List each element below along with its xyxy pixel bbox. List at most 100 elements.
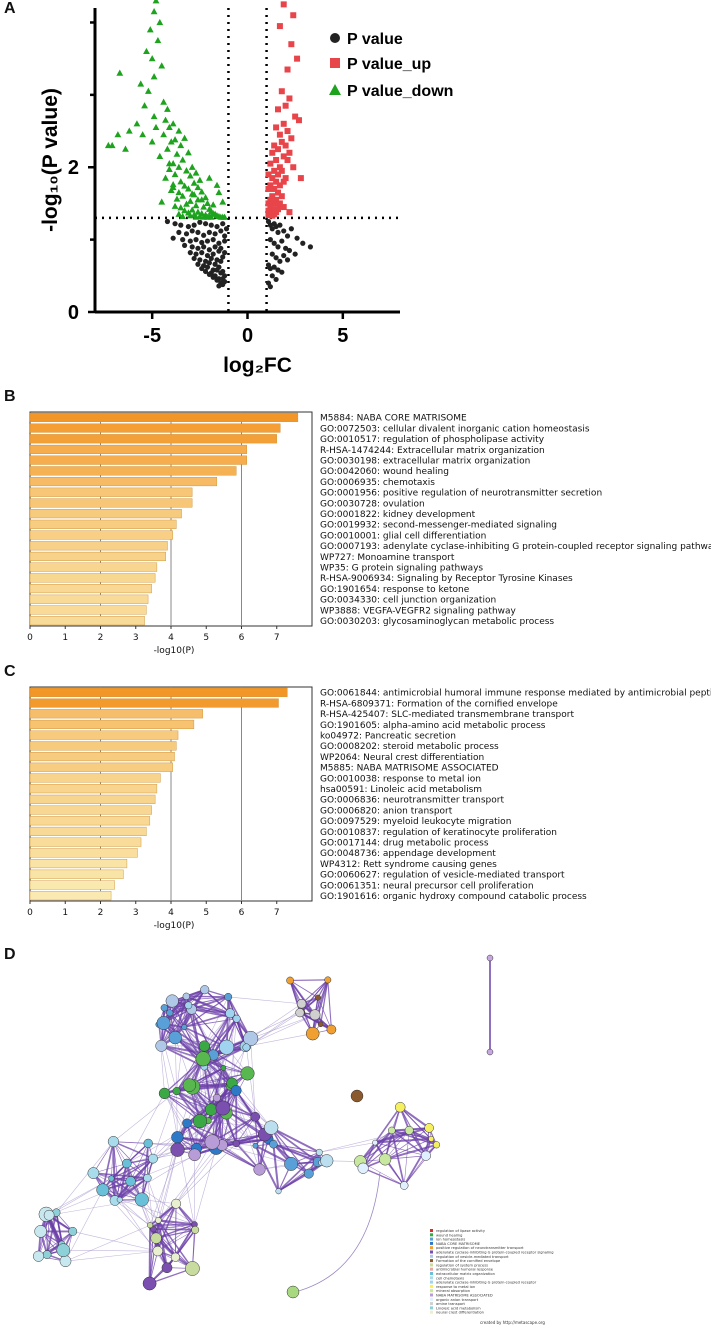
bar <box>29 455 247 465</box>
point-down <box>164 105 171 112</box>
x-tick-label: -5 <box>143 325 161 347</box>
point-ns <box>214 277 220 283</box>
point-ns <box>191 222 197 228</box>
network-edge <box>147 1177 154 1230</box>
network-node <box>315 994 321 1001</box>
network-node <box>204 1103 218 1116</box>
point-ns <box>210 274 216 280</box>
point-ns <box>222 238 228 244</box>
network-node <box>200 985 210 995</box>
point-up <box>284 66 291 73</box>
network-node <box>309 1009 321 1021</box>
bar <box>29 519 177 529</box>
legend-label: regulation of lipase activity <box>436 1229 486 1233</box>
point-ns <box>277 222 283 228</box>
network-node <box>486 1048 494 1056</box>
y-tick-label: 2 <box>68 157 79 179</box>
point-ns <box>181 242 188 249</box>
network-edge <box>270 1126 320 1154</box>
point-ns <box>187 250 193 256</box>
network-node <box>152 1245 163 1257</box>
network-edge <box>301 979 329 1005</box>
point-down <box>148 55 156 62</box>
point-up <box>290 12 297 19</box>
point-down <box>179 156 187 163</box>
term-label: GO:0061351: neural precursor cell prolif… <box>320 881 534 891</box>
point-ns <box>180 237 186 243</box>
legend-swatch <box>430 1237 433 1241</box>
network-edge <box>385 1155 426 1160</box>
network-node <box>295 1008 305 1018</box>
point-ns <box>189 244 195 250</box>
point-down <box>165 123 173 131</box>
network-edge <box>130 1143 149 1182</box>
network-edge <box>221 1116 256 1146</box>
bar <box>29 687 288 697</box>
network-node <box>150 1232 162 1244</box>
network-edge <box>203 1066 265 1135</box>
network-node <box>388 1126 396 1135</box>
term-label: GO:0010001: glial cell differentiation <box>320 531 486 541</box>
network-node <box>240 1066 255 1081</box>
point-ns <box>189 228 195 234</box>
network-node <box>286 1285 300 1299</box>
point-down <box>150 112 158 120</box>
x-tick-label: 0 <box>27 908 33 918</box>
legend-swatch <box>430 1229 433 1232</box>
point-down <box>173 150 181 157</box>
network-node <box>232 1139 240 1148</box>
point-down <box>122 145 129 152</box>
point-down <box>150 73 158 80</box>
network-edge <box>158 1147 217 1221</box>
legend-swatch <box>430 1263 433 1267</box>
legend-swatch <box>430 1267 433 1271</box>
network-node <box>143 1173 152 1183</box>
point-ns <box>206 271 212 277</box>
point-down <box>192 169 200 176</box>
network-node <box>195 1051 211 1067</box>
bar <box>29 837 142 847</box>
bar <box>29 509 182 519</box>
enrichment-bar-chart-c: GO:0061844: antimicrobial humoral immune… <box>27 686 711 931</box>
network-edge <box>148 1225 152 1284</box>
point-ns <box>206 260 212 266</box>
point-up <box>265 171 272 178</box>
legend-swatch <box>430 1233 433 1237</box>
point-ns <box>191 255 197 262</box>
point-down <box>198 188 206 195</box>
network-edge <box>289 980 301 1013</box>
legend-swatch <box>430 1250 433 1254</box>
legend-label: regulation of vesicle-mediated transport <box>436 1255 509 1259</box>
point-up <box>282 102 289 109</box>
point-ns <box>214 267 220 273</box>
legend-swatch <box>430 1259 433 1263</box>
network-node <box>166 1009 174 1017</box>
network-edge <box>126 1142 149 1164</box>
network-edge <box>270 1127 310 1174</box>
term-label: GO:0048736: appendage development <box>320 849 496 859</box>
network-node <box>191 1225 200 1234</box>
point-ns <box>216 240 222 246</box>
bar <box>29 816 151 826</box>
legend-swatch <box>430 1272 433 1275</box>
term-label: R-HSA-9006934: Signaling by Receptor Tyr… <box>320 574 573 584</box>
network-edge <box>184 1012 231 1028</box>
point-ns <box>275 244 281 250</box>
network-edge <box>374 1106 401 1144</box>
point-ns <box>288 226 294 232</box>
legend-label: positive regulation of neurotransmitter … <box>436 1246 524 1250</box>
legend-label: adenylate cyclase-inhibiting G protein-c… <box>436 1281 537 1285</box>
point-up <box>276 200 283 207</box>
point-ns <box>267 284 273 290</box>
bar <box>29 616 145 626</box>
network-edge <box>184 1018 237 1028</box>
legend-swatch <box>430 1280 433 1284</box>
network-edge <box>119 1177 148 1201</box>
point-up <box>276 131 283 138</box>
bar <box>29 551 166 562</box>
network-node <box>59 1255 72 1268</box>
network-edge <box>319 1130 410 1153</box>
legend-swatch <box>430 1246 433 1250</box>
network-edge <box>149 1238 157 1284</box>
y-tick-label: 0 <box>68 302 79 324</box>
